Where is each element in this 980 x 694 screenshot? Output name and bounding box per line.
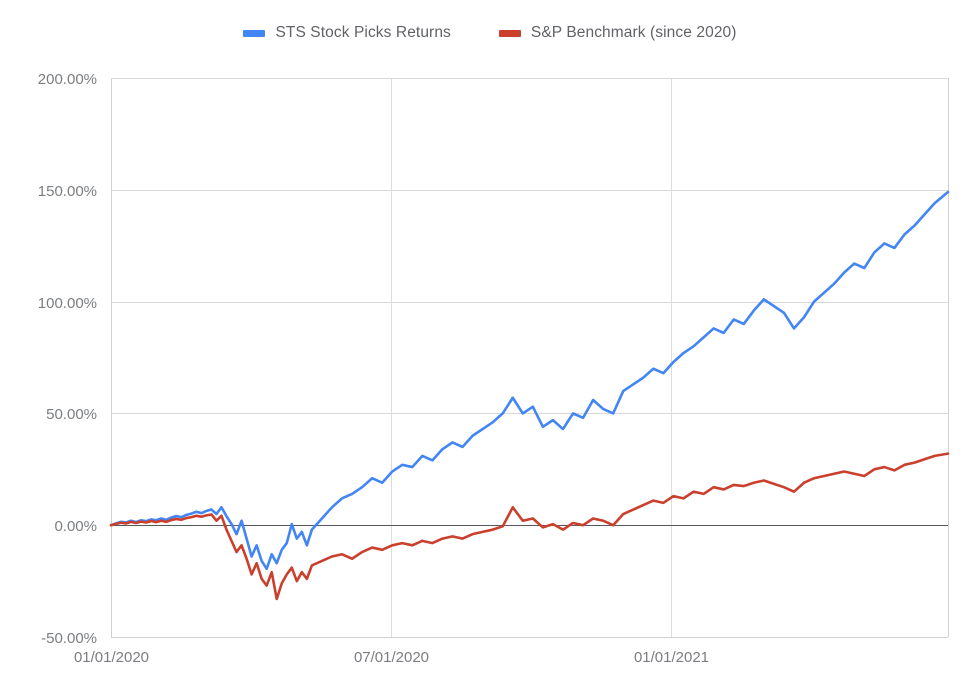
x-axis-tick-label: 01/01/2021 [634, 649, 709, 666]
x-axis-tick-label: 07/01/2020 [354, 649, 429, 666]
y-axis-tick-label: 50.00% [46, 406, 97, 423]
legend-item-sp-benchmark[interactable]: S&P Benchmark (since 2020) [498, 24, 737, 42]
series-line-sts [109, 190, 950, 571]
y-axis-tick-label: 200.00% [38, 71, 97, 88]
legend-swatch-blue [243, 29, 266, 37]
x-axis-tick-label: 01/01/2020 [74, 649, 149, 666]
y-axis-tick-label: 0.00% [54, 518, 97, 535]
legend-item-sts[interactable]: STS Stock Picks Returns [243, 24, 451, 42]
legend-swatch-red [498, 29, 521, 37]
y-axis-tick-label: -50.00% [41, 630, 97, 647]
legend-label-sp-benchmark: S&P Benchmark (since 2020) [530, 24, 737, 41]
legend-label-sts: STS Stock Picks Returns [275, 24, 451, 41]
y-axis-tick-label: 100.00% [38, 295, 97, 312]
series-line-sp-benchmark [109, 452, 950, 601]
chart-legend: STS Stock Picks Returns S&P Benchmark (s… [0, 24, 980, 42]
y-axis-tick-label: 150.00% [38, 183, 97, 200]
